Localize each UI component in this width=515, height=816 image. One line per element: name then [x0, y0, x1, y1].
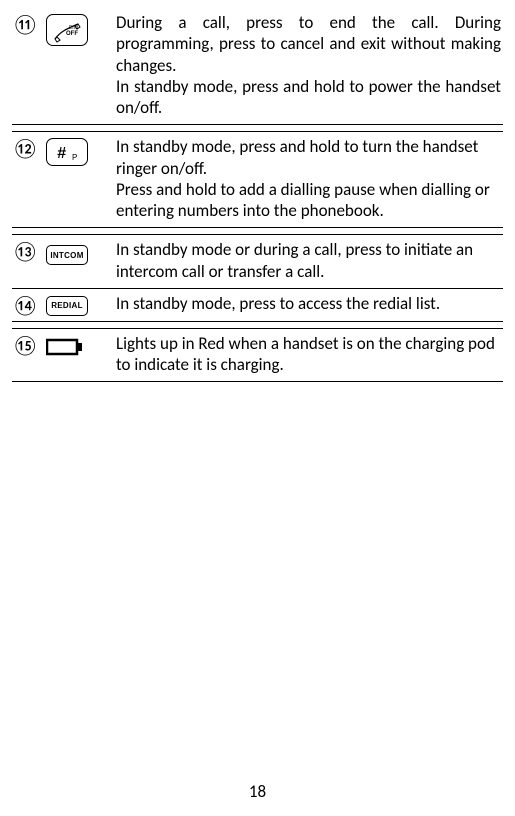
end-off-key-icon: End OFF [46, 14, 88, 46]
row-desc: In standby mode, press to access the red… [116, 293, 503, 317]
hash-p-key-icon: # P [46, 138, 88, 166]
row-desc: During a call, press to end the call. Du… [116, 12, 503, 120]
hash-label: # [57, 145, 66, 162]
row-desc: In standby mode, press and hold to turn … [116, 136, 503, 223]
redial-key-icon: REDIAL [46, 296, 88, 316]
icon-cell-14: REDIAL [46, 293, 116, 317]
battery-icon [46, 337, 84, 357]
row-13: ⑬ INTCOM In standby mode or during a cal… [12, 234, 503, 289]
row-11: ⑪ End OFF During a call, press to end th… [12, 8, 503, 125]
intcom-label: INTCOM [50, 251, 83, 260]
icon-cell-12: # P [46, 136, 116, 223]
row-number: ⑮ [12, 333, 46, 378]
row-number: ⑪ [12, 12, 46, 120]
row-14: ⑭ REDIAL In standby mode, press to acces… [12, 289, 503, 322]
icon-cell-13: INTCOM [46, 239, 116, 284]
row-number: ⑭ [12, 293, 46, 317]
icon-cell-11: End OFF [46, 12, 116, 120]
row-12: ⑫ # P In standby mode, press and hold to… [12, 131, 503, 228]
p-label: P [72, 153, 77, 162]
icon-cell-15 [46, 333, 116, 378]
row-number: ⑬ [12, 239, 46, 284]
row-15: ⑮ Lights up in Red when a handset is on … [12, 328, 503, 383]
page-number: 18 [0, 781, 515, 802]
off-label: OFF [66, 31, 78, 37]
redial-label: REDIAL [51, 301, 83, 310]
row-desc: Lights up in Red when a handset is on th… [116, 333, 503, 378]
intcom-key-icon: INTCOM [46, 245, 88, 265]
row-number: ⑫ [12, 136, 46, 223]
row-desc: In standby mode or during a call, press … [116, 239, 503, 284]
